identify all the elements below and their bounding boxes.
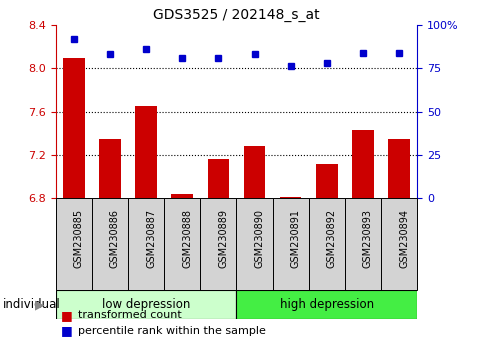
Text: GSM230891: GSM230891: [290, 209, 300, 268]
Bar: [200, 198, 236, 290]
Bar: [236, 290, 416, 319]
Text: GSM230888: GSM230888: [182, 209, 192, 268]
Bar: [380, 198, 416, 290]
Bar: [207, 159, 229, 198]
Bar: [315, 164, 337, 198]
Text: individual: individual: [2, 298, 60, 311]
Bar: [128, 198, 164, 290]
Bar: [272, 198, 308, 290]
Bar: [351, 130, 373, 198]
Text: GSM230887: GSM230887: [146, 209, 156, 268]
Text: GSM230885: GSM230885: [74, 209, 84, 268]
Bar: [279, 197, 301, 198]
Text: GSM230886: GSM230886: [110, 209, 120, 268]
Text: GSM230889: GSM230889: [218, 209, 228, 268]
Bar: [344, 198, 380, 290]
Text: low depression: low depression: [102, 298, 190, 311]
Text: ■: ■: [60, 325, 72, 337]
Text: GSM230894: GSM230894: [398, 209, 408, 268]
Bar: [63, 58, 85, 198]
Bar: [243, 146, 265, 198]
Bar: [308, 198, 344, 290]
Title: GDS3525 / 202148_s_at: GDS3525 / 202148_s_at: [153, 8, 319, 22]
Text: transformed count: transformed count: [77, 310, 181, 320]
Bar: [135, 106, 157, 198]
Bar: [56, 198, 92, 290]
Text: ■: ■: [60, 309, 72, 321]
Bar: [92, 198, 128, 290]
Text: GSM230892: GSM230892: [326, 209, 336, 268]
Bar: [164, 198, 200, 290]
Bar: [171, 194, 193, 198]
Bar: [99, 139, 121, 198]
Bar: [56, 290, 236, 319]
Bar: [387, 139, 409, 198]
Text: high depression: high depression: [279, 298, 373, 311]
Text: GSM230893: GSM230893: [362, 209, 372, 268]
Text: GSM230890: GSM230890: [254, 209, 264, 268]
Text: ▶: ▶: [35, 298, 45, 311]
Bar: [236, 198, 272, 290]
Text: percentile rank within the sample: percentile rank within the sample: [77, 326, 265, 336]
